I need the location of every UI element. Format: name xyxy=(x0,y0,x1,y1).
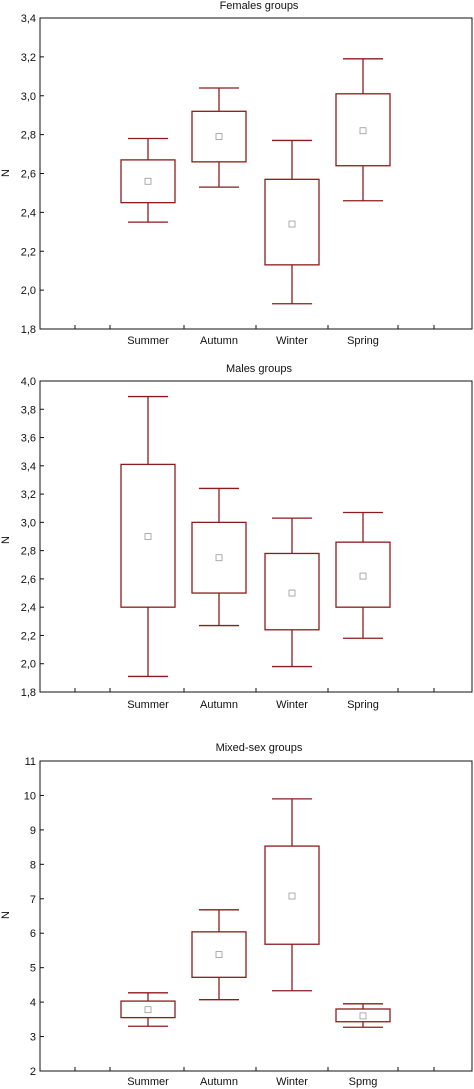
chart-title: Females groups xyxy=(220,0,299,12)
y-axis-label: N xyxy=(0,536,12,544)
box-body xyxy=(191,110,247,163)
y-tick-label: 2,4 xyxy=(21,207,36,219)
box-summer xyxy=(120,992,176,1027)
y-tick-label: 7 xyxy=(30,894,36,906)
y-tick-label: 1,8 xyxy=(21,324,36,336)
y-tick-label: 5 xyxy=(30,963,36,975)
box-body xyxy=(264,845,320,945)
chart-panel-3: Mixed-sex groups N 2 3 4 5 6 7 8 9 10 11 Summer Autum… xyxy=(0,742,473,1088)
x-tick-label: Summer xyxy=(127,699,169,711)
box-winter xyxy=(264,798,320,992)
chart-title: Mixed-sex groups xyxy=(216,742,303,754)
y-tick-label: 3,2 xyxy=(21,489,36,501)
box-body xyxy=(191,931,247,978)
y-tick-label: 6 xyxy=(30,928,36,940)
chart-title: Males groups xyxy=(226,363,293,375)
y-tick-label: 3,0 xyxy=(21,91,36,103)
center-marker xyxy=(288,892,296,900)
x-tick-label: Autumn xyxy=(200,699,238,711)
box-body xyxy=(335,93,391,167)
x-tick-label: Summer xyxy=(127,335,169,347)
y-tick-label: 9 xyxy=(30,825,36,837)
x-tick-label: Spring xyxy=(347,335,379,347)
y-axis-label: N xyxy=(0,169,12,177)
y-tick-label: 3,8 xyxy=(21,404,36,416)
y-tick-label: 2 xyxy=(30,1066,36,1078)
box-spring xyxy=(335,511,391,639)
box-summer xyxy=(120,395,176,678)
center-marker xyxy=(144,533,152,540)
box-spring xyxy=(335,58,391,202)
y-tick-label: 3,4 xyxy=(21,461,36,473)
center-marker xyxy=(288,589,296,597)
center-marker xyxy=(215,554,223,562)
y-tick-label: 8 xyxy=(30,859,36,871)
box-spmg xyxy=(335,1003,391,1028)
center-marker xyxy=(359,1012,367,1020)
x-tick-label: Autumn xyxy=(200,1076,238,1088)
plot-frame xyxy=(39,380,473,693)
y-tick-label: 3,6 xyxy=(21,433,36,445)
y-tick-label: 2,2 xyxy=(21,246,36,258)
y-axis-label: N xyxy=(0,911,12,919)
y-tick-label: 10 xyxy=(24,790,36,802)
center-marker xyxy=(359,127,367,135)
x-tick-label: Winter xyxy=(276,699,308,711)
x-tick-label: Winter xyxy=(276,335,308,347)
y-tick-label: 2,2 xyxy=(21,630,36,642)
plot-frame xyxy=(39,17,473,330)
box-autumn xyxy=(191,909,247,1001)
y-tick-label: 2,0 xyxy=(21,285,36,297)
center-marker xyxy=(359,572,367,580)
center-marker xyxy=(215,133,223,140)
chart-panel-2: Males groups N 1,8 2,0 2,2 2,4 2,6 2,8 3,0 3,2 3,4… xyxy=(0,363,473,711)
box-body xyxy=(120,1000,176,1019)
center-marker xyxy=(288,220,296,228)
chart-panel-1: Females groups N 1,8 2,0 2,2 2,4 2,6 2,8 3,0 3,2 3… xyxy=(0,0,473,347)
y-tick-label: 2,4 xyxy=(21,602,36,614)
x-tick-label: Winter xyxy=(276,1076,308,1088)
box-winter xyxy=(264,517,320,668)
x-tick-label: Spmg xyxy=(349,1076,378,1088)
box-body xyxy=(120,463,176,608)
center-marker xyxy=(144,1006,152,1014)
y-tick-label: 2,6 xyxy=(21,574,36,586)
box-body xyxy=(264,178,320,266)
box-body xyxy=(335,1008,391,1023)
x-tick-label: Spring xyxy=(347,699,379,711)
center-marker xyxy=(144,177,152,185)
box-body xyxy=(335,541,391,608)
y-tick-label: 11 xyxy=(25,756,36,768)
y-tick-label: 3,2 xyxy=(21,52,36,64)
y-tick-label: 1,8 xyxy=(21,687,36,699)
box-autumn xyxy=(191,87,247,188)
y-tick-label: 2,0 xyxy=(21,659,36,671)
box-body xyxy=(264,552,320,631)
y-tick-label: 3,0 xyxy=(21,517,36,529)
y-tick-label: 2,8 xyxy=(21,546,36,558)
y-tick-label: 3 xyxy=(30,1032,36,1044)
y-tick-label: 3,4 xyxy=(21,13,36,25)
y-tick-label: 2,8 xyxy=(21,130,36,142)
y-tick-label: 2,6 xyxy=(21,169,36,181)
y-tick-label: 4,0 xyxy=(21,376,36,388)
y-tick-label: 4 xyxy=(30,997,36,1009)
box-autumn xyxy=(191,487,247,627)
x-tick-label: Summer xyxy=(127,1076,169,1088)
plot-frame xyxy=(39,760,473,1072)
box-winter xyxy=(264,139,320,305)
box-body xyxy=(191,521,247,594)
x-tick-label: Autumn xyxy=(200,335,238,347)
box-body xyxy=(120,159,176,204)
box-summer xyxy=(120,137,176,223)
center-marker xyxy=(215,951,223,958)
